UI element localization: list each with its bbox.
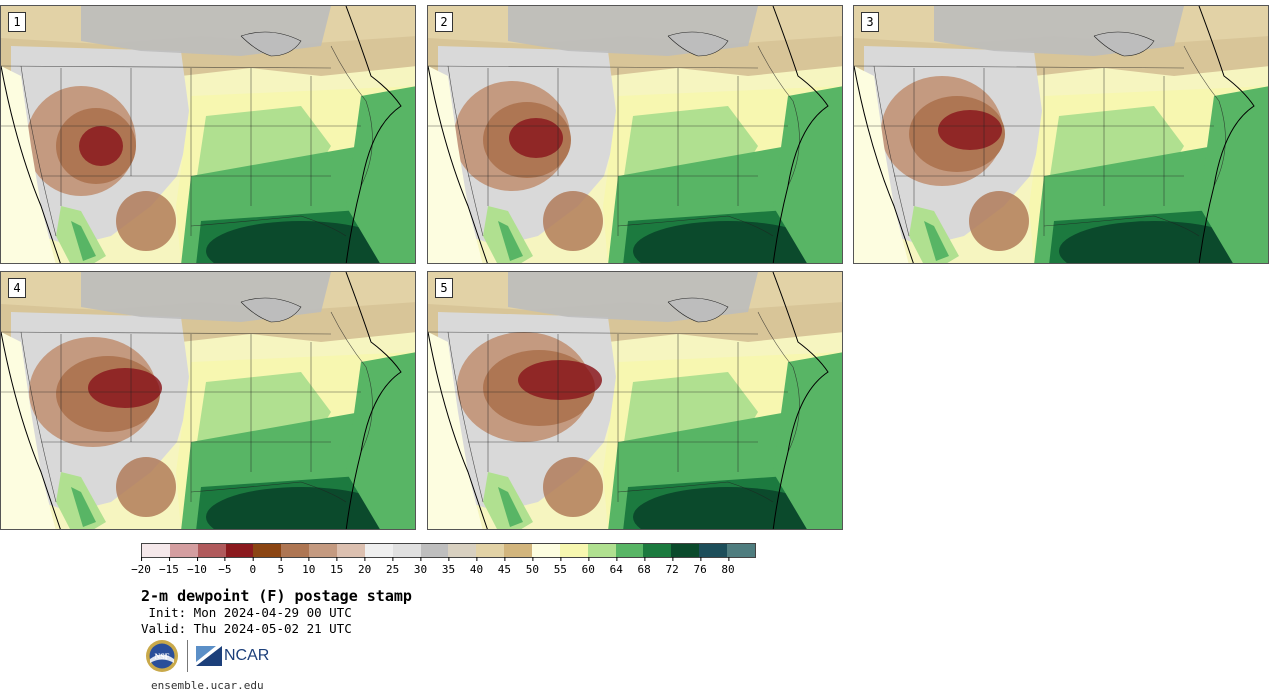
- colorbar-swatch: [643, 544, 672, 557]
- colorbar-tick-label: −5: [218, 557, 232, 576]
- colorbar-swatch: [587, 544, 616, 557]
- colorbar-tick-label: 30: [413, 557, 428, 576]
- colorbar-swatch: [392, 544, 421, 557]
- valid-time: Valid: Thu 2024-05-02 21 UTC: [141, 621, 352, 636]
- colorbar-tick-text: −5: [218, 563, 232, 576]
- colorbar-swatch: [253, 544, 282, 557]
- nsf-logo-icon: NSF: [146, 640, 178, 672]
- map-panel: 3: [853, 5, 1269, 264]
- colorbar-tick-text: 45: [497, 563, 512, 576]
- colorbar-tick-text: 55: [553, 563, 567, 576]
- colorbar-swatch: [699, 544, 728, 557]
- colorbar-tick-label: 55: [553, 557, 567, 576]
- colorbar-tick-label: 80: [721, 557, 735, 576]
- colorbar-tick-label: 76: [693, 557, 707, 576]
- colorbar-tick-text: 68: [637, 563, 651, 576]
- map-panel: 1: [0, 5, 416, 264]
- colorbar-swatch: [559, 544, 588, 557]
- colorbar-tick-text: 60: [581, 563, 595, 576]
- colorbar-tick-label: 0: [249, 557, 257, 576]
- colorbar-ticks: −20 −15 −10 −5 0 5 10 15 20 25 30 35 40 45 50 55 60 64 68 7…: [131, 557, 756, 578]
- nsf-logo-text: NSF: [154, 652, 169, 661]
- colorbar-tick-text: 5: [277, 563, 285, 576]
- colorbar-tick-text: −20: [131, 563, 151, 576]
- dewpoint-map: [854, 6, 1268, 263]
- logo-divider: [187, 640, 188, 672]
- colorbar-swatch: [197, 544, 226, 557]
- colorbar-swatch: [476, 544, 505, 557]
- colorbar-tick-label: 5: [277, 557, 285, 576]
- colorbar-tick-label: 15: [330, 557, 344, 576]
- colorbar-tick-text: 30: [413, 563, 428, 576]
- colorbar-tick-text: 10: [302, 563, 316, 576]
- colorbar-tick-text: 72: [665, 563, 679, 576]
- panel-number: 4: [8, 278, 26, 298]
- colorbar-swatch: [504, 544, 533, 557]
- colorbar-swatch: [727, 544, 755, 557]
- colorbar-tick-text: 80: [721, 563, 735, 576]
- colorbar-tick-label: 25: [385, 557, 400, 576]
- map-panel: 2: [427, 5, 843, 264]
- colorbar-tick-text: 15: [330, 563, 344, 576]
- colorbar-tick-label: 35: [441, 557, 456, 576]
- colorbar-swatch: [337, 544, 365, 557]
- colorbar-tick-text: 20: [358, 563, 372, 576]
- panel-number: 2: [435, 12, 453, 32]
- colorbar-tick-label: 40: [469, 557, 484, 576]
- chart-title: 2-m dewpoint (F) postage stamp: [141, 587, 412, 605]
- colorbar-tick-label: 68: [637, 557, 651, 576]
- colorbar-swatch: [448, 544, 477, 557]
- map-panel: 4: [0, 271, 416, 530]
- footer-url: ensemble.ucar.edu: [151, 679, 264, 692]
- colorbar-tick-label: 50: [525, 557, 539, 576]
- colorbar-swatch: [364, 544, 393, 557]
- colorbar-swatch: [281, 544, 310, 557]
- dewpoint-map: [1, 272, 415, 529]
- colorbar-tick-text: 50: [525, 563, 539, 576]
- colorbar-tick-text: −10: [186, 563, 207, 576]
- dewpoint-map: [1, 6, 415, 263]
- ncar-logo: NCAR: [196, 646, 269, 666]
- dewpoint-map: [428, 272, 842, 529]
- logos: NSF NCAR: [145, 638, 269, 674]
- colorbar-tick-label: 60: [581, 557, 595, 576]
- ncar-mark-icon: [196, 646, 222, 666]
- colorbar-tick-label: 72: [665, 557, 679, 576]
- colorbar-swatch: [532, 544, 560, 557]
- panel-number: 5: [435, 278, 453, 298]
- panel-number: 1: [8, 12, 26, 32]
- colorbar-tick-label: 20: [358, 557, 372, 576]
- colorbar-swatch: [225, 544, 254, 557]
- panel-number: 3: [861, 12, 879, 32]
- ncar-logo-text: NCAR: [224, 647, 270, 664]
- colorbar-swatch: [309, 544, 338, 557]
- colorbar-tick-label: −15: [159, 557, 179, 576]
- colorbar-swatch: [169, 544, 198, 557]
- colorbar-tick-text: −15: [159, 563, 179, 576]
- colorbar-tick-label: 45: [497, 557, 512, 576]
- colorbar-swatch: [671, 544, 700, 557]
- dewpoint-map: [428, 6, 842, 263]
- colorbar-tick-label: −10: [186, 557, 207, 576]
- colorbar-tick-text: 0: [249, 563, 257, 576]
- colorbar-swatch: [142, 544, 170, 557]
- colorbar-swatch: [615, 544, 644, 557]
- colorbar-tick-text: 64: [609, 563, 623, 576]
- map-panel: 5: [427, 271, 843, 530]
- colorbar-swatch: [420, 544, 449, 557]
- colorbar-tick-text: 35: [441, 563, 456, 576]
- init-time: Init: Mon 2024-04-29 00 UTC: [141, 605, 352, 620]
- colorbar-tick-label: −20: [131, 557, 151, 576]
- colorbar-tick-text: 25: [385, 563, 400, 576]
- colorbar-tick-label: 10: [302, 557, 316, 576]
- colorbar-tick-text: 76: [693, 563, 707, 576]
- colorbar: [141, 543, 756, 558]
- colorbar-tick-text: 40: [469, 563, 484, 576]
- colorbar-tick-label: 64: [609, 557, 623, 576]
